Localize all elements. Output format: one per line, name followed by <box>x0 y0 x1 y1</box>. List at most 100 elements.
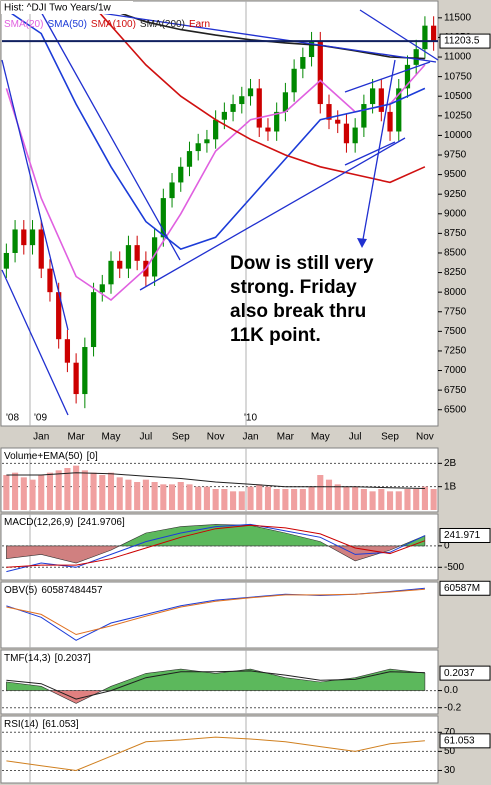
candle-body <box>21 229 27 246</box>
x-tick-label: Sep <box>172 432 190 443</box>
y-tick-label: 0.0 <box>444 685 458 696</box>
candle-body <box>396 88 402 132</box>
candle-body <box>247 88 254 97</box>
candle-body <box>230 104 236 112</box>
bar <box>55 470 62 510</box>
legend-entry: SMA(100) <box>91 19 136 30</box>
bar <box>430 489 437 510</box>
series-line <box>5 9 426 250</box>
bar <box>343 486 350 510</box>
y-tick-label: 10500 <box>444 91 472 102</box>
bar <box>142 479 149 510</box>
bar <box>421 486 428 510</box>
x-tick-label: May <box>102 432 121 443</box>
candle-body <box>213 119 219 140</box>
trend-line <box>139 137 406 291</box>
y-tick-label: 70 <box>444 727 456 738</box>
candle-body <box>413 49 419 65</box>
y-tick-label: 10750 <box>444 71 472 82</box>
bar <box>273 489 280 510</box>
legend-entry: Earn <box>189 19 210 30</box>
trend-line <box>344 141 396 166</box>
last-label: 60587M <box>444 583 480 594</box>
legend-entry: SMA(20) <box>4 19 43 30</box>
candle-body <box>29 229 36 246</box>
y-tick-label: 6750 <box>444 385 467 396</box>
y-tick-label: -0.2 <box>444 702 462 713</box>
bar <box>230 491 237 510</box>
candle-body <box>56 292 62 340</box>
candle-body <box>317 41 323 105</box>
year-label: '09 <box>34 413 47 424</box>
bar <box>395 491 402 510</box>
bar <box>99 475 106 510</box>
trend-line <box>79 9 437 63</box>
panel-title-name: MACD(12,26,9) <box>4 517 73 528</box>
bar <box>64 468 71 510</box>
candle-body <box>125 245 132 269</box>
x-tick-label: Sep <box>381 432 399 443</box>
bar <box>3 475 10 510</box>
bar <box>195 486 202 510</box>
y-tick-label: 10250 <box>444 110 472 121</box>
bar <box>247 486 254 510</box>
bar <box>386 491 394 510</box>
candle-body <box>90 292 97 348</box>
trend-line <box>361 59 396 246</box>
last-box <box>439 580 491 596</box>
candle-body <box>308 41 315 58</box>
series-line <box>6 472 425 489</box>
panel-title: TMF(14,3) [0.2037] <box>4 653 91 664</box>
last-box <box>439 665 491 681</box>
y-tick-label: 9500 <box>444 169 467 180</box>
annotation: 11K point. <box>230 325 321 346</box>
bar <box>212 489 219 510</box>
panel-title-name: Volume+EMA(50) <box>4 451 83 462</box>
y-tick-label: 7250 <box>444 346 467 357</box>
candle-body <box>239 96 245 105</box>
bar <box>282 489 289 510</box>
candle-body <box>108 260 114 285</box>
candle-body <box>282 92 289 112</box>
bar <box>168 484 176 510</box>
candle-body <box>326 104 332 120</box>
trend-line <box>1 59 69 331</box>
series-line <box>6 588 425 636</box>
bar <box>203 486 210 510</box>
bar <box>221 489 228 510</box>
panel-title-name: RSI(14) <box>4 719 38 730</box>
panel-title-value: [61.053] <box>42 719 78 730</box>
x-tick-label: Jul <box>139 432 152 443</box>
candle-body <box>169 182 175 199</box>
year-label: '08 <box>6 413 19 424</box>
candle-body <box>265 127 271 132</box>
x-tick-label: Nov <box>207 432 225 443</box>
title-bg <box>1 1 133 14</box>
x-tick-label: May <box>311 432 330 443</box>
trend-line <box>1 269 69 416</box>
trend-line <box>344 61 431 93</box>
bar <box>264 486 272 510</box>
panel-title-value: [241.9706] <box>77 517 124 528</box>
legend-entry: SMA(200) <box>140 19 185 30</box>
panel-title: Volume+EMA(50) [0] <box>4 451 98 462</box>
y-tick-label: 11500 <box>444 12 472 23</box>
x-tick-label: Mar <box>277 432 295 443</box>
bar <box>134 482 141 510</box>
annotation: strong. Friday <box>230 277 357 298</box>
y-tick-label: 6500 <box>444 404 467 415</box>
y-tick-label: 30 <box>444 765 456 776</box>
candle-body <box>47 268 53 293</box>
candle-body <box>38 229 44 269</box>
x-tick-label: Jul <box>349 432 362 443</box>
candle-body <box>369 88 376 105</box>
bar <box>238 491 245 510</box>
panel-title: OBV(5) 60587484457 <box>4 585 103 596</box>
annotation: also break thru <box>230 301 366 322</box>
series-line <box>6 524 426 568</box>
candle-body <box>422 25 428 50</box>
panel-title: MACD(12,26,9) [241.9706] <box>4 517 125 528</box>
series-line <box>87 1 426 184</box>
last-label: 11203.5 <box>444 36 480 47</box>
